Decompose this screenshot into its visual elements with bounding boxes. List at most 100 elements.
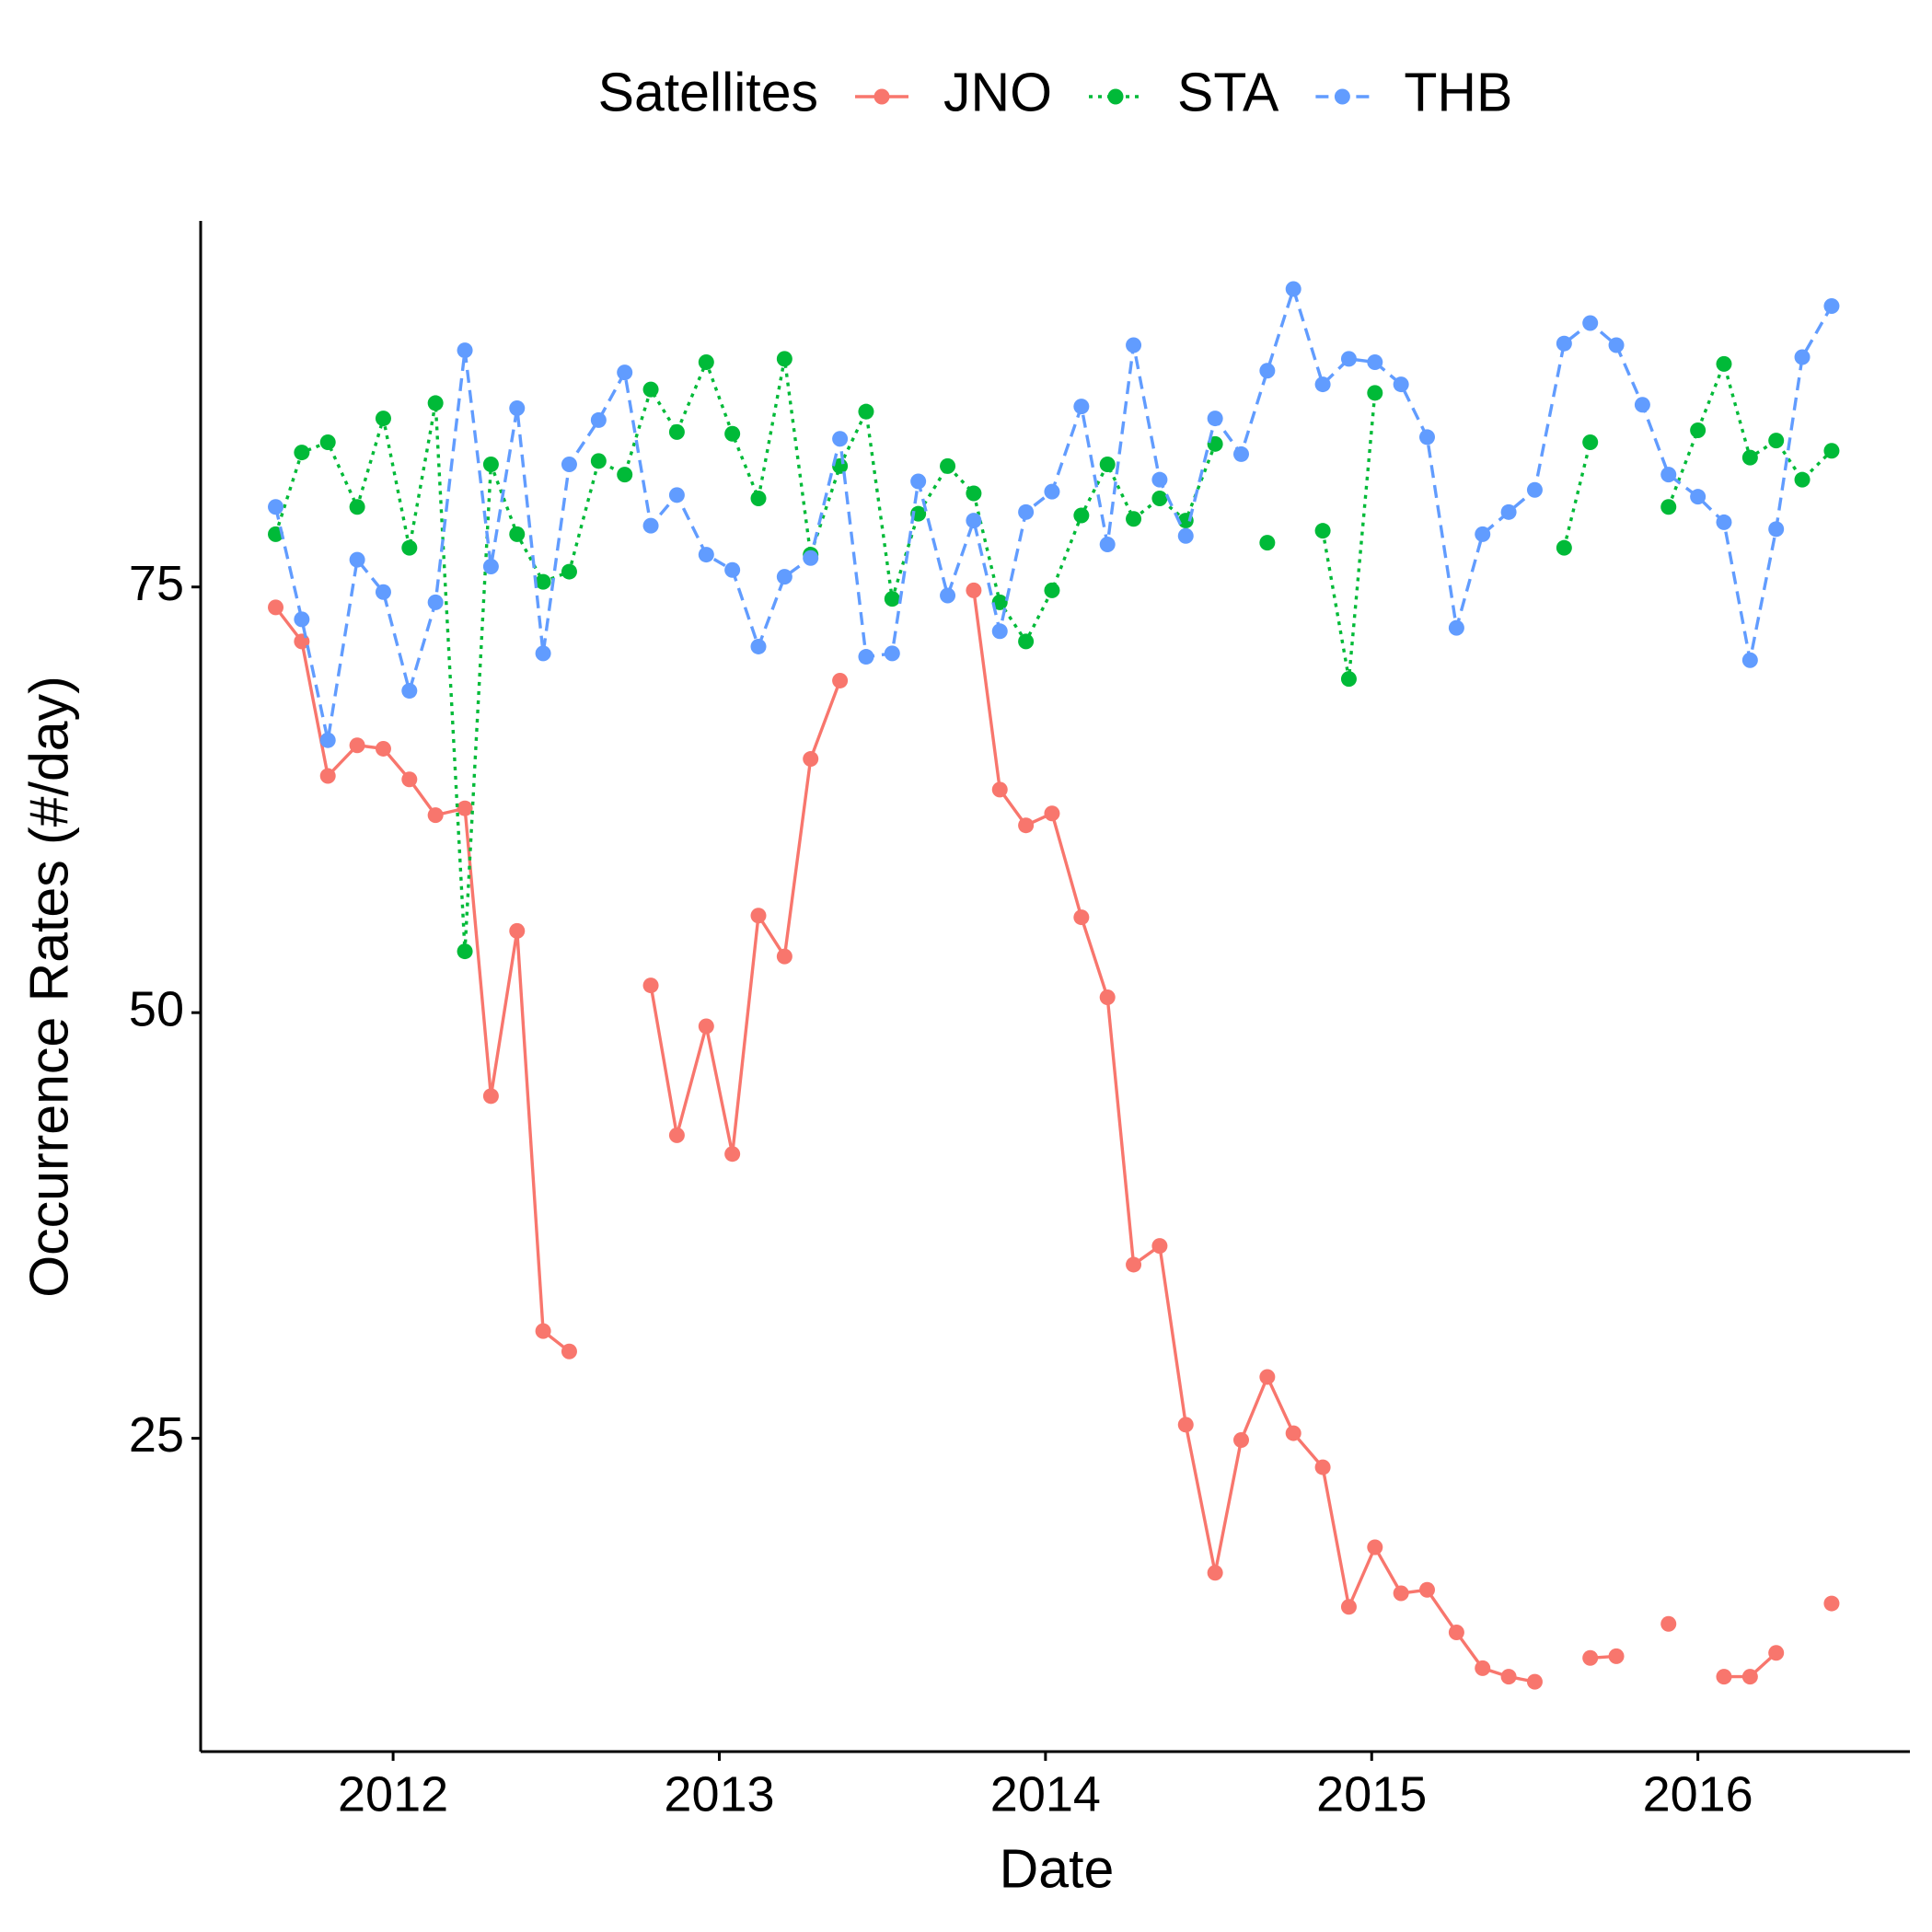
data-point [1660, 467, 1677, 483]
data-point [1741, 652, 1758, 668]
data-point [1419, 1581, 1436, 1598]
data-point [1660, 1615, 1677, 1632]
data-point [427, 395, 444, 411]
data-point [1207, 411, 1223, 427]
data-point [776, 569, 792, 585]
data-point [1526, 1673, 1543, 1690]
data-point [1768, 1645, 1785, 1661]
data-point [668, 423, 685, 440]
data-point [375, 740, 391, 757]
y-tick-label: 50 [129, 981, 184, 1036]
data-point [698, 547, 714, 563]
data-point [590, 411, 607, 428]
data-point [668, 487, 685, 503]
data-point [1823, 297, 1840, 314]
y-tick-label: 75 [129, 556, 184, 611]
data-point [1367, 1539, 1383, 1556]
data-point [535, 573, 551, 590]
data-point [1233, 445, 1250, 462]
data-point [1582, 434, 1599, 450]
data-point [858, 649, 874, 665]
data-point [1716, 355, 1732, 372]
x-tick-label: 2015 [1316, 1766, 1427, 1822]
x-tick-label: 2012 [338, 1766, 448, 1822]
legend-label: JNO [943, 63, 1052, 123]
data-point [1608, 1648, 1625, 1664]
data-point [910, 473, 927, 490]
data-point [1794, 349, 1811, 365]
data-point [294, 611, 310, 628]
data-point [349, 737, 365, 754]
data-point [1018, 503, 1035, 520]
data-point [1285, 281, 1301, 297]
data-point [1151, 1238, 1168, 1255]
data-point [535, 1323, 551, 1339]
data-point [858, 403, 874, 420]
data-point [1044, 483, 1060, 500]
data-point [482, 559, 499, 575]
data-point [642, 978, 659, 994]
data-point [966, 513, 982, 529]
data-point [349, 551, 365, 568]
data-point [940, 457, 956, 474]
data-point [884, 645, 900, 662]
data-point [1177, 1417, 1194, 1433]
data-point [1367, 385, 1383, 401]
data-point [1340, 351, 1357, 367]
legend-label: THB [1404, 63, 1512, 123]
series-line [276, 590, 1832, 1682]
data-point [991, 594, 1008, 610]
x-tick-label: 2014 [990, 1766, 1101, 1822]
data-point [1634, 397, 1650, 413]
data-point [1018, 633, 1035, 650]
x-axis-title: Date [1000, 1839, 1115, 1900]
data-point [457, 800, 473, 816]
data-point [832, 431, 849, 447]
data-point [991, 623, 1008, 640]
data-point [561, 563, 577, 580]
data-point [1126, 511, 1142, 527]
data-point [803, 550, 819, 566]
data-point [1448, 1625, 1464, 1641]
legend-key-point [1334, 88, 1350, 105]
data-point [1741, 1669, 1758, 1685]
data-point [427, 594, 444, 610]
data-point [561, 457, 577, 473]
data-point [1500, 1669, 1517, 1685]
data-point [1151, 471, 1168, 488]
data-point [884, 591, 900, 607]
data-point [1393, 376, 1409, 393]
series-line [273, 283, 1834, 741]
data-point [1259, 535, 1276, 551]
data-point [375, 411, 391, 427]
data-point [1716, 1669, 1732, 1685]
data-point [1207, 1565, 1223, 1581]
data-point [319, 768, 336, 784]
data-point [268, 499, 284, 515]
data-point [1741, 449, 1758, 466]
data-point [1340, 671, 1357, 688]
data-point [940, 587, 956, 604]
data-point [966, 485, 982, 502]
data-point [509, 526, 526, 542]
data-point [590, 453, 607, 469]
data-point [268, 599, 284, 616]
y-axis-title: Occurrence Rates (#/day) [19, 676, 80, 1297]
data-point [750, 908, 767, 924]
data-point [1556, 335, 1572, 352]
data-point [698, 1018, 714, 1035]
data-point [698, 354, 714, 371]
data-point [617, 467, 633, 483]
data-point [1259, 363, 1276, 379]
data-point [1044, 805, 1060, 822]
data-point [832, 672, 849, 688]
data-point [457, 943, 473, 960]
data-point [724, 561, 741, 578]
data-point [750, 638, 767, 654]
data-point [776, 351, 792, 367]
data-point [1475, 1660, 1491, 1676]
data-point [349, 499, 365, 515]
data-point [750, 491, 767, 507]
data-point [1099, 536, 1116, 552]
